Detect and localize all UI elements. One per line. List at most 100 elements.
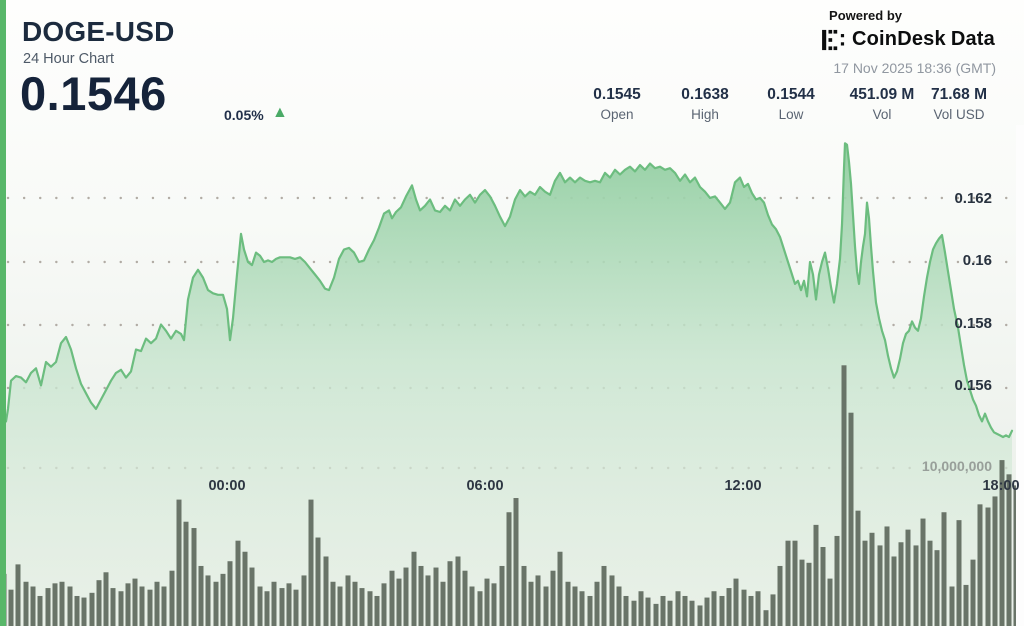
volume-bar [594, 581, 600, 626]
brand-data: Data [950, 28, 995, 50]
left-accent-strip [0, 0, 6, 626]
volume-bar [308, 499, 314, 626]
volume-bar [733, 578, 739, 626]
volume-bar [792, 540, 798, 626]
volume-bar [198, 565, 204, 626]
volume-bar [499, 565, 505, 626]
volume-bar [848, 412, 854, 626]
volume-bar [726, 588, 732, 626]
coindesk-logo-icon [822, 29, 845, 50]
volume-bar [183, 521, 189, 626]
volume-bar [447, 561, 453, 626]
volume-bar [15, 564, 21, 626]
volume-bar [992, 496, 998, 626]
chart-subtitle: 24 Hour Chart [23, 51, 115, 67]
volume-bar [891, 556, 897, 626]
volume-bar [396, 578, 402, 626]
volume-bar [934, 550, 940, 626]
brand-coindesk: CoinDesk [851, 28, 946, 50]
volume-bar [96, 580, 102, 626]
volume-bar [337, 586, 343, 626]
volume-bar [37, 595, 43, 626]
volume-bar [81, 597, 87, 626]
volume-bar [535, 575, 541, 626]
up-arrow-icon: ▲ [272, 104, 288, 121]
volume-bar [389, 570, 395, 626]
stat-low-value: 0.1544 [767, 86, 815, 103]
volume-bar [249, 567, 255, 626]
volume-bar [689, 600, 695, 626]
coindesk-data-logo[interactable]: CoinDesk Data [822, 28, 995, 51]
stat-vol-label: Vol [872, 107, 892, 122]
stat-open: 0.1545 Open [593, 86, 640, 122]
current-price: 0.1546 [20, 67, 167, 120]
volume-bar [999, 460, 1005, 626]
stat-low: 0.1544 Low [767, 86, 814, 122]
volume-bar [110, 588, 116, 626]
volume-bar [653, 603, 659, 626]
volume-bar [550, 570, 556, 626]
volume-bar [30, 586, 36, 626]
price-axis-tick: 0.158 [954, 314, 992, 332]
price-line [4, 142, 1014, 439]
volume-bar [877, 545, 883, 626]
volume-bar [279, 588, 285, 626]
volume-bar [770, 594, 776, 626]
volume-bar [220, 573, 226, 626]
volume-bar [59, 581, 65, 626]
volume-bar [513, 498, 519, 626]
price-change-percent: 0.05% [224, 107, 264, 123]
volume-bar [609, 575, 615, 626]
volume-bar [785, 540, 791, 626]
volume-bar [352, 581, 358, 626]
price-axis-tick: 0.162 [954, 189, 992, 207]
stat-vol: 451.09 M Vol [850, 86, 915, 122]
volume-bar [719, 595, 725, 626]
volume-bar [667, 600, 673, 626]
powered-by-label: Powered by [829, 8, 902, 23]
volume-bar [956, 520, 962, 626]
stat-open-value: 0.1545 [593, 86, 641, 103]
volume-bar [898, 542, 904, 626]
volume-bar [827, 578, 833, 626]
volume-bar [645, 597, 651, 626]
volume-bar [884, 526, 890, 626]
volume-bar [616, 586, 622, 626]
volume-bar [869, 532, 875, 626]
volume-bar [161, 586, 167, 626]
volume-bar [323, 556, 329, 626]
volume-bar [506, 512, 512, 626]
volume-bar [418, 565, 424, 626]
page-title: DOGE-USD [22, 16, 175, 47]
stat-low-label: Low [778, 107, 804, 122]
volume-bar [862, 540, 868, 626]
volume-bar [820, 547, 826, 626]
volume-bar [927, 540, 933, 626]
volume-bar [660, 595, 666, 626]
volume-bar [572, 586, 578, 626]
volume-bar [638, 591, 644, 626]
volume-bar [425, 575, 431, 626]
volume-bar [213, 581, 219, 626]
chart-right-gutter [1016, 125, 1024, 626]
volume-bar [469, 586, 475, 626]
volume-bar [440, 581, 446, 626]
stat-vol-value: 451.09 M [849, 86, 915, 103]
stat-high-label: High [691, 107, 719, 122]
volume-bar [169, 570, 175, 626]
volume-bar [45, 588, 51, 626]
stat-high-value: 0.1638 [681, 86, 729, 103]
time-axis-tick: 12:00 [724, 478, 762, 494]
stat-vol-usd: 71.68 M Vol USD [931, 86, 987, 122]
volume-bar [374, 595, 380, 626]
volume-bar [834, 535, 840, 626]
volume-bar [154, 581, 160, 626]
volume-bar [763, 610, 769, 626]
volume-bar [920, 518, 926, 626]
volume-bar [777, 565, 783, 626]
volume-bar [697, 605, 703, 626]
volume-bar [631, 600, 637, 626]
stat-vol-usd-label: Vol USD [933, 107, 985, 122]
volume-bar [963, 584, 969, 626]
